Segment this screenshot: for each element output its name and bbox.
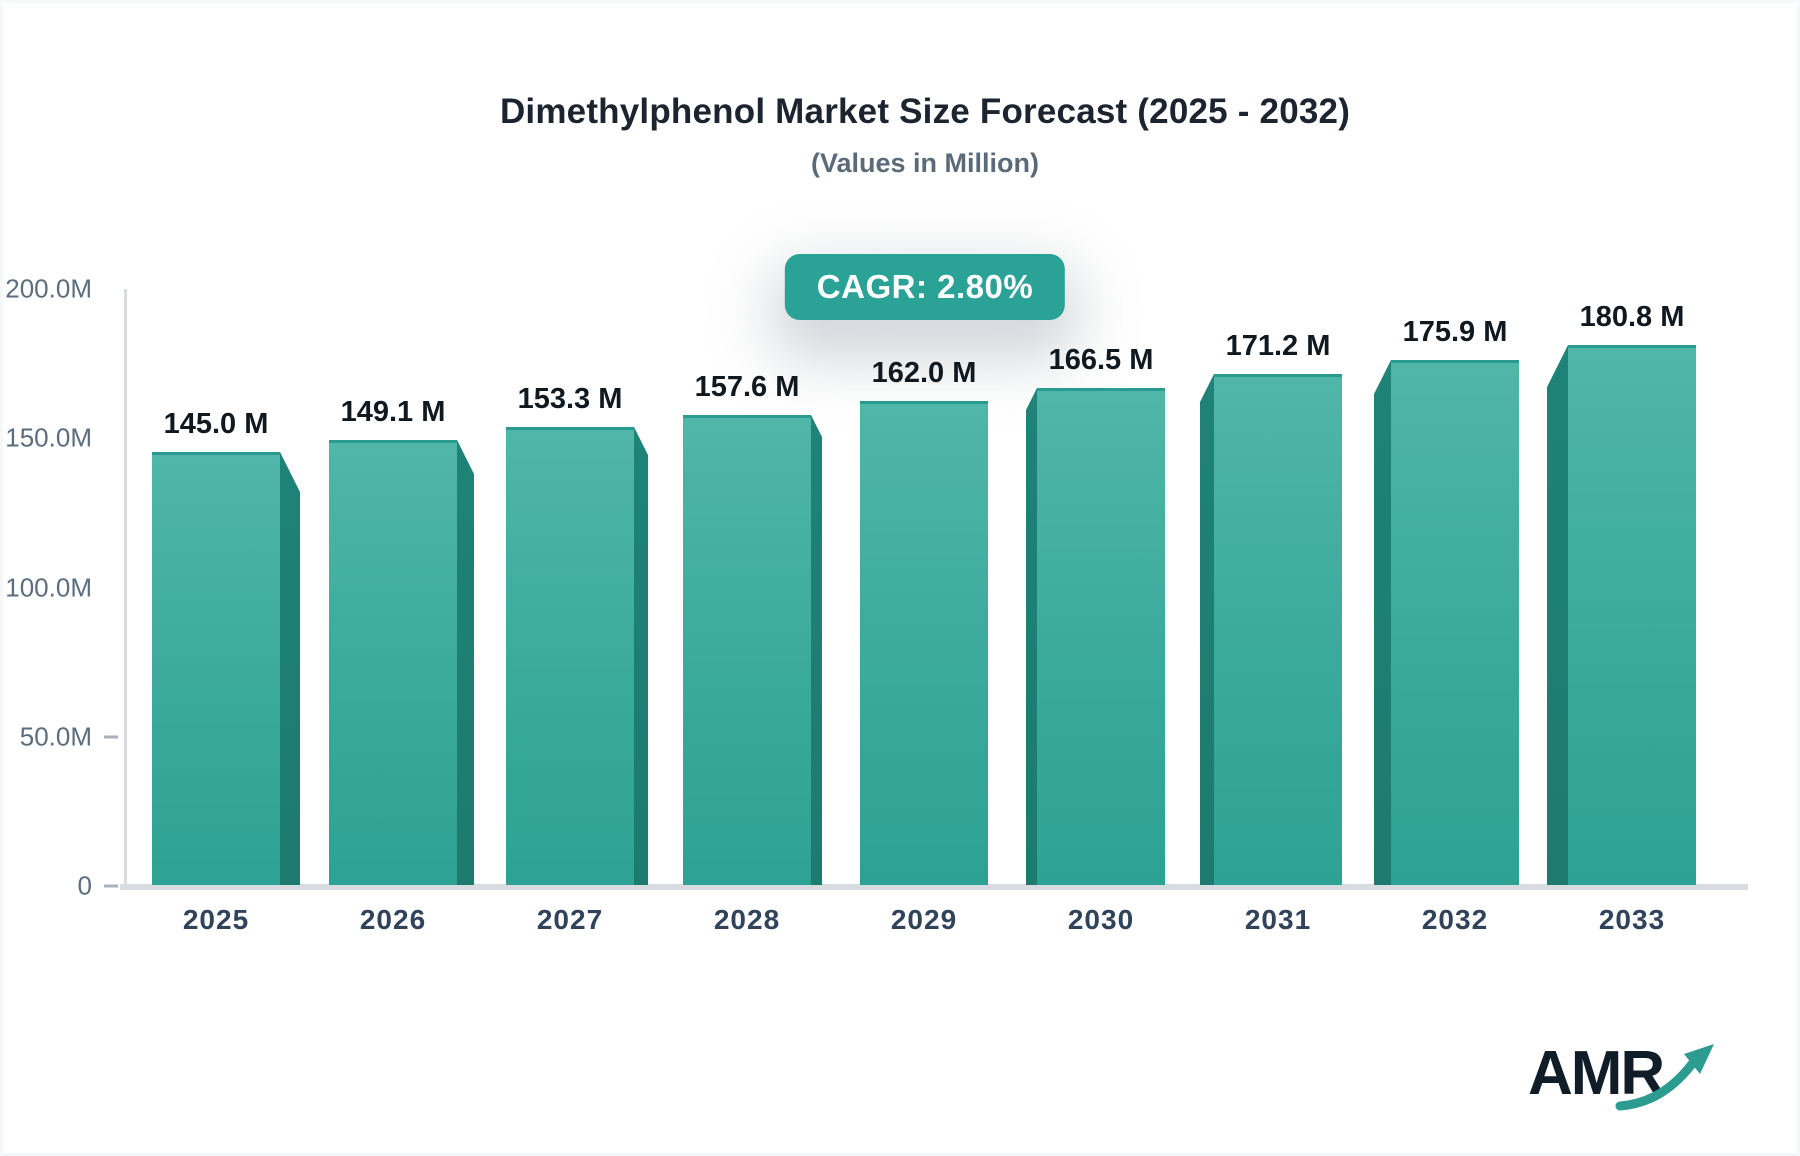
bar-3d-side bbox=[1200, 374, 1214, 885]
x-axis-baseline bbox=[120, 884, 1748, 890]
y-axis-line bbox=[124, 289, 127, 885]
x-axis-tick-label: 2032 bbox=[1421, 904, 1489, 935]
bar-3d-side bbox=[1374, 360, 1391, 885]
bar-value-label: 175.9 M bbox=[1402, 316, 1508, 348]
bar-3d-side bbox=[1547, 345, 1568, 885]
y-axis-tick-mark bbox=[104, 884, 118, 888]
bar-2032 bbox=[1391, 360, 1519, 885]
bar-3d-side bbox=[457, 440, 474, 885]
growth-arrow-icon bbox=[1615, 1044, 1714, 1111]
bar-2030 bbox=[1037, 388, 1165, 885]
bar-value-label: 153.3 M bbox=[517, 383, 623, 415]
bar-2026 bbox=[329, 440, 457, 885]
y-axis-tick-label: 0 bbox=[77, 870, 92, 901]
bar-2031 bbox=[1214, 374, 1342, 885]
y-axis-tick-mark bbox=[104, 735, 118, 739]
bar-3d-side bbox=[280, 452, 300, 885]
x-axis-tick-label: 2029 bbox=[890, 904, 958, 935]
bar-2025 bbox=[152, 452, 280, 885]
y-axis-tick-label: 50.0M bbox=[19, 721, 92, 752]
bar-value-label: 180.8 M bbox=[1579, 301, 1685, 333]
x-axis-tick-label: 2027 bbox=[536, 904, 604, 935]
chart-header: Dimethylphenol Market Size Forecast (202… bbox=[0, 92, 1800, 179]
cagr-badge: CAGR: 2.80% bbox=[784, 254, 1066, 320]
x-axis-tick-label: 2030 bbox=[1067, 904, 1135, 935]
bar-2029 bbox=[860, 401, 988, 885]
y-axis-tick-label: 100.0M bbox=[5, 572, 92, 602]
bar-2028 bbox=[683, 415, 811, 885]
x-axis-tick-label: 2033 bbox=[1598, 904, 1666, 935]
bar-value-label: 149.1 M bbox=[340, 396, 446, 428]
amr-logo-text: AMR bbox=[1528, 1039, 1665, 1108]
bar-value-label: 162.0 M bbox=[871, 357, 977, 389]
x-axis-tick-label: 2028 bbox=[713, 904, 781, 935]
x-axis-tick-label: 2031 bbox=[1244, 904, 1312, 935]
chart-title: Dimethylphenol Market Size Forecast (202… bbox=[499, 92, 1351, 131]
amr-logo: AMR bbox=[1528, 1030, 1728, 1120]
y-axis-tick-label: 200.0M bbox=[5, 273, 92, 304]
x-axis-tick-label: 2025 bbox=[182, 904, 250, 935]
bar-value-label: 157.6 M bbox=[694, 371, 800, 403]
bar-value-label: 145.0 M bbox=[163, 408, 269, 440]
bar-value-label: 166.5 M bbox=[1048, 344, 1154, 376]
bar-3d-side bbox=[1026, 388, 1037, 885]
x-axis-tick-label: 2026 bbox=[359, 904, 427, 935]
bar-3d-side bbox=[634, 427, 648, 885]
bar-3d-side bbox=[811, 415, 822, 885]
bar-2033 bbox=[1568, 345, 1696, 885]
bar-2027 bbox=[506, 427, 634, 885]
bar-value-label: 171.2 M bbox=[1225, 330, 1331, 362]
y-axis-tick-label: 150.0M bbox=[5, 422, 92, 453]
chart-subtitle: (Values in Million) bbox=[810, 148, 1040, 178]
